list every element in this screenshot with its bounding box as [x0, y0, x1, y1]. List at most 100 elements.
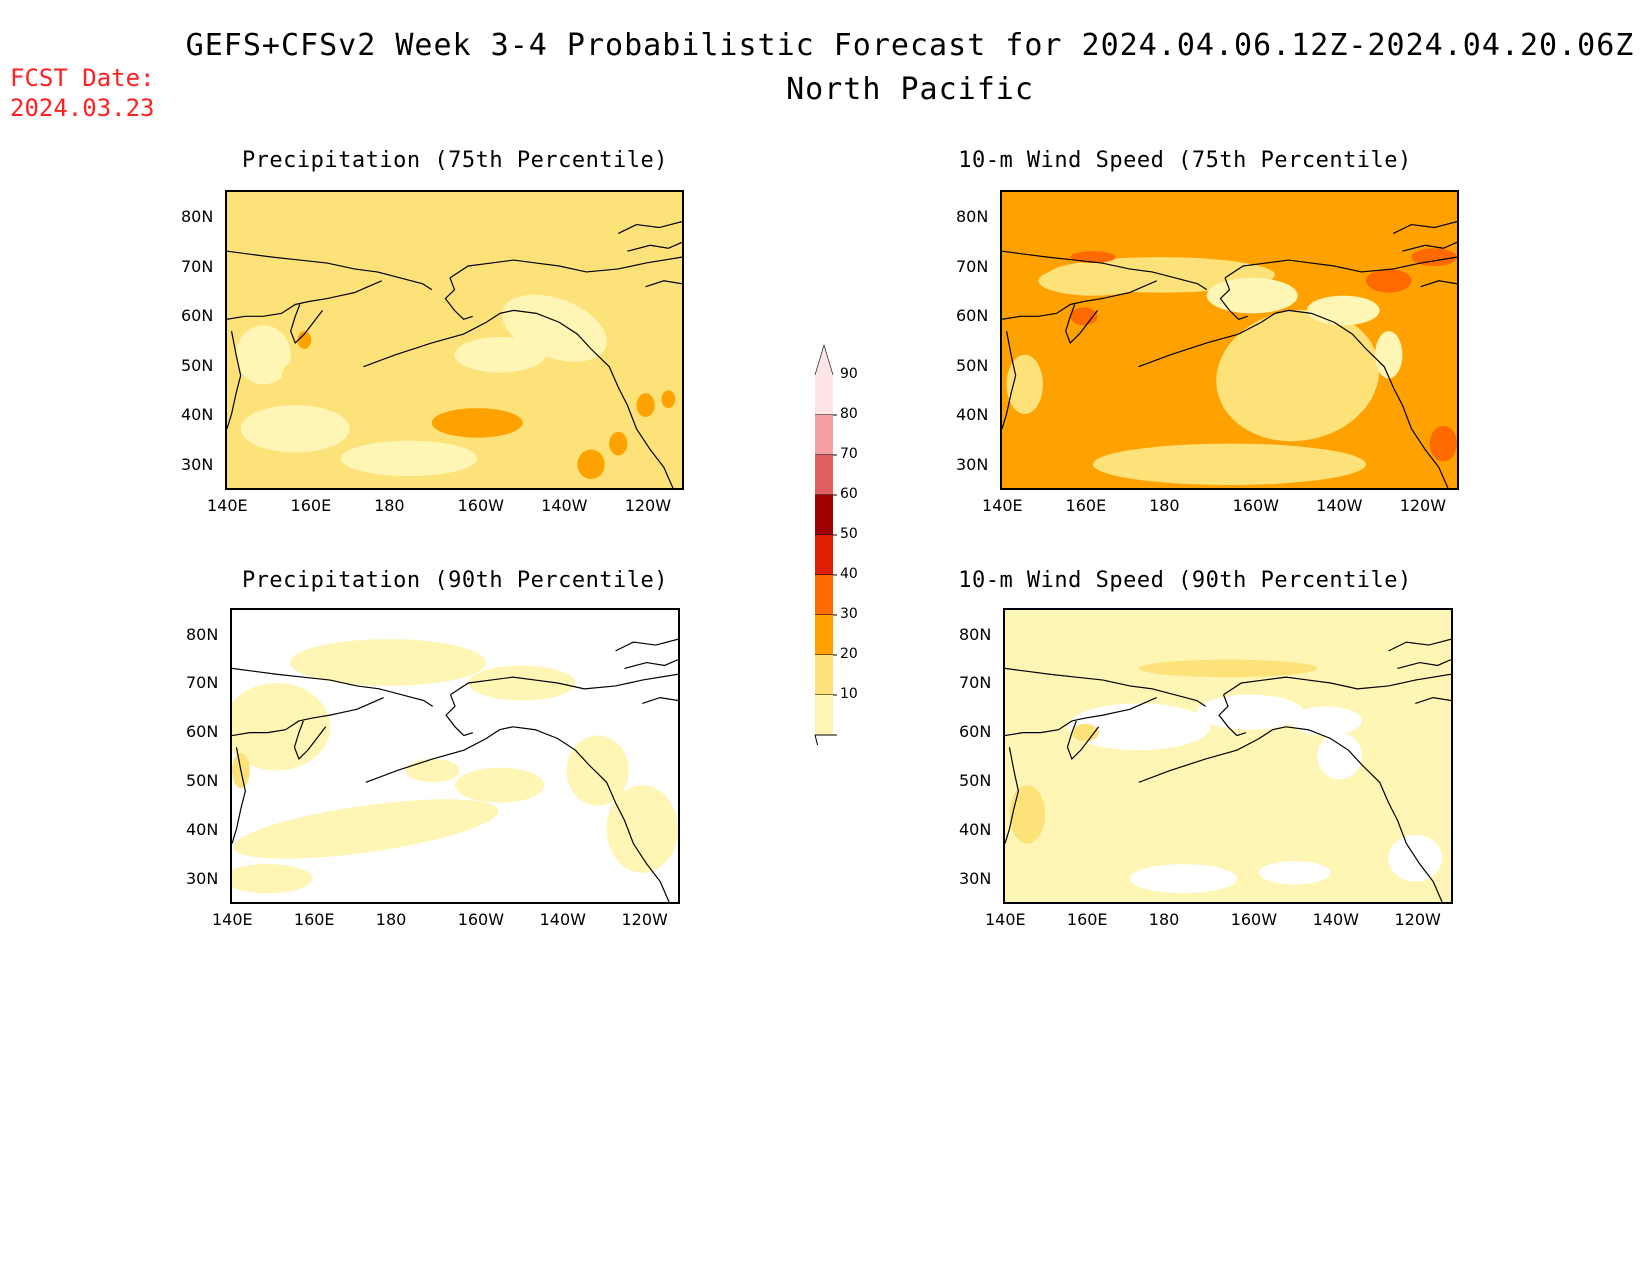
lon-tick-label: 160E	[1065, 496, 1107, 515]
colorbar-segment	[815, 535, 833, 575]
coastline	[363, 309, 674, 488]
lat-tick-label: 50N	[186, 771, 219, 791]
probability-contour	[1138, 659, 1318, 678]
probability-contour	[468, 665, 576, 701]
probability-contour	[606, 785, 678, 873]
coastline	[1066, 720, 1100, 760]
coastline	[1224, 256, 1457, 279]
lat-tick-label: 40N	[956, 405, 989, 424]
colorbar-bottom-arrow	[814, 734, 819, 745]
probability-contour	[1038, 266, 1148, 296]
probability-contour	[1429, 425, 1457, 462]
coastline	[1388, 638, 1451, 652]
map-background	[1005, 610, 1451, 902]
lon-tick-label: 160W	[457, 496, 504, 515]
probability-contour	[455, 767, 545, 803]
lat-tick-label: 30N	[186, 868, 219, 888]
lon-tick-label: 140W	[1316, 496, 1363, 515]
probability-contour	[1411, 248, 1457, 266]
probability-contour	[577, 449, 605, 480]
probability-contour	[232, 864, 313, 894]
coastline	[1218, 694, 1247, 737]
probability-contour	[1093, 192, 1366, 222]
coastline	[1420, 280, 1457, 288]
lat-tick-label: 70N	[959, 673, 992, 693]
colorbar-top-arrow	[815, 345, 833, 375]
coastline	[444, 277, 473, 320]
lon-tick-label: 120W	[1399, 496, 1447, 515]
probability-contour	[1375, 331, 1403, 379]
coastline	[618, 221, 682, 234]
colorbar-segment	[815, 415, 833, 455]
coastline	[450, 673, 678, 696]
map-wind-75	[1000, 190, 1459, 490]
lon-tick-label: 160W	[1230, 910, 1278, 929]
panel-title-wind-90: 10-m Wind Speed (90th Percentile)	[958, 568, 1412, 593]
lon-tick-label: 160E	[1066, 910, 1108, 929]
lon-tick-label: 160E	[290, 496, 332, 515]
probability-contour	[1071, 723, 1099, 742]
colorbar-level-label: 40	[840, 566, 858, 582]
probability-contour	[240, 405, 350, 453]
lat-tick-label: 60N	[956, 306, 989, 325]
probability-contour	[1317, 732, 1362, 780]
coastline	[1005, 667, 1207, 707]
probability-contour	[281, 345, 446, 406]
lat-tick-label: 70N	[956, 256, 989, 276]
coastline	[1065, 304, 1099, 345]
coastline	[293, 720, 327, 760]
colorbar-level-label: 70	[840, 446, 858, 462]
lon-tick-label: 160E	[293, 910, 335, 929]
probability-contour	[232, 683, 331, 771]
coastline	[642, 696, 678, 705]
coastline	[1402, 241, 1457, 252]
colorbar-level-label: 20	[840, 646, 858, 662]
lat-tick-label: 80N	[181, 207, 214, 226]
probability-contour	[1216, 309, 1380, 442]
probability-contour	[1009, 785, 1046, 844]
lat-tick-label: 40N	[959, 820, 992, 839]
coastline	[1002, 280, 1157, 320]
lon-tick-label: 140E	[982, 496, 1023, 515]
probability-contour	[1366, 268, 1412, 293]
lat-tick-label: 60N	[181, 306, 214, 325]
lat-tick-label: 30N	[181, 454, 214, 474]
coastline	[1002, 250, 1208, 291]
map-wind-90	[1003, 608, 1453, 904]
lon-tick-label: 140W	[539, 910, 586, 929]
lat-tick-label: 50N	[956, 355, 989, 375]
colorbar-level-label: 50	[840, 526, 858, 542]
colorbar-level-label: 60	[840, 486, 858, 502]
probability-contour	[1259, 861, 1331, 885]
probability-contour	[566, 735, 629, 806]
lat-tick-label: 80N	[959, 624, 992, 644]
probability-contour	[1070, 307, 1098, 326]
probability-contour	[454, 337, 546, 373]
probability-contour	[1290, 706, 1362, 736]
panel-title-wind-75: 10-m Wind Speed (75th Percentile)	[958, 148, 1412, 173]
lat-tick-label: 40N	[186, 820, 219, 839]
lat-tick-label: 60N	[959, 722, 992, 742]
coastline	[1005, 697, 1157, 737]
colorbar-segment	[815, 575, 833, 615]
coastline	[1138, 726, 1443, 902]
coastline	[290, 304, 324, 345]
colorbar-level-label: 10	[840, 686, 858, 702]
main-title: GEFS+CFSv2 Week 3-4 Probabilistic Foreca…	[185, 28, 1635, 63]
lon-tick-label: 180	[1148, 910, 1180, 929]
lon-tick-label: 160W	[1232, 496, 1279, 515]
lon-tick-label: 140W	[1312, 910, 1359, 929]
probability-contour	[661, 390, 676, 409]
coastline	[1005, 747, 1019, 844]
map-precip-90	[230, 608, 680, 904]
lon-tick-label: 180	[374, 496, 405, 515]
probability-contour	[1093, 443, 1366, 486]
coastline	[227, 331, 242, 429]
lon-tick-label: 140E	[212, 910, 253, 929]
lon-tick-label: 120W	[624, 496, 672, 515]
coastline	[1138, 309, 1449, 488]
probability-contour	[405, 758, 460, 783]
region-subtitle: North Pacific	[786, 72, 1034, 107]
probability-contour	[1006, 354, 1043, 414]
colorbar-segment	[815, 495, 833, 535]
